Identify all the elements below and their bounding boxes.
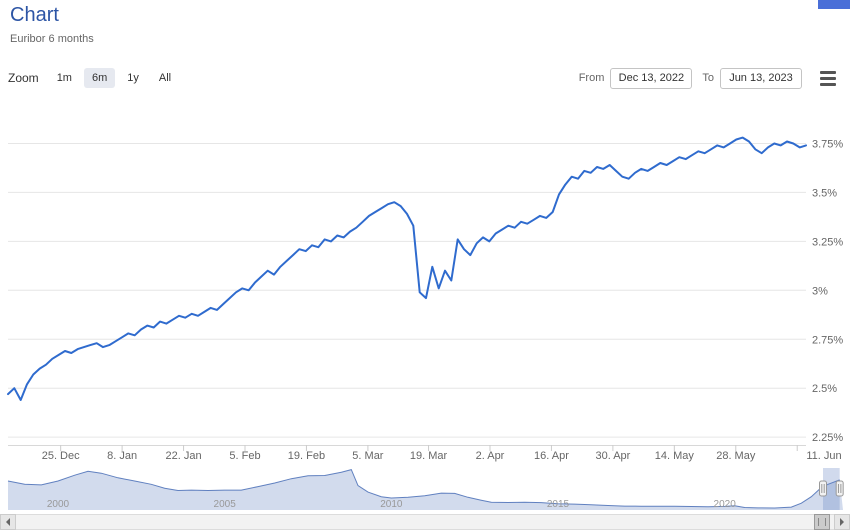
svg-text:3%: 3% [812,285,828,297]
chart-subtitle: Euribor 6 months [10,33,94,45]
svg-text:14. May: 14. May [655,450,695,462]
svg-text:2000: 2000 [47,499,70,510]
navigator-area-series [8,469,843,510]
navigator-year-labels: 2000 2005 2010 2015 2020 [47,499,736,510]
zoom-button-all[interactable]: All [151,68,179,88]
y-gridlines [8,142,806,438]
svg-text:2.5%: 2.5% [812,383,837,395]
svg-text:11. Jun: 11. Jun [806,450,841,462]
svg-text:5. Mar: 5. Mar [352,450,384,462]
arrow-right-icon [840,518,844,526]
navigator-right-handle[interactable] [835,480,844,497]
navigator-line [7,469,840,509]
zoom-button-1y[interactable]: 1y [119,68,147,88]
scrollbar-left-button[interactable] [0,514,16,530]
price-line-series [7,136,807,401]
arrow-left-icon [6,518,10,526]
scrollbar [0,514,850,530]
svg-text:28. May: 28. May [716,450,756,462]
scrollbar-track[interactable] [16,514,834,530]
hamburger-icon [820,76,836,80]
navigator-left-handle[interactable] [819,480,827,497]
svg-text:3.5%: 3.5% [812,187,837,199]
scrollbar-thumb[interactable] [814,514,830,530]
svg-text:25. Dec: 25. Dec [42,450,80,462]
svg-text:2. Apr: 2. Apr [476,450,505,462]
zoom-button-1m[interactable]: 1m [49,68,80,88]
svg-text:2.25%: 2.25% [812,432,843,444]
svg-text:22. Jan: 22. Jan [166,450,202,462]
hamburger-icon [820,82,836,86]
navigator[interactable] [7,468,844,510]
to-date-input[interactable] [720,67,802,89]
to-label: To [702,72,714,84]
hamburger-menu-button[interactable] [816,68,842,88]
svg-text:19. Mar: 19. Mar [410,450,448,462]
hamburger-icon [820,70,836,74]
page-title: Chart [10,4,59,26]
zoom-button-6m[interactable]: 6m [83,68,116,88]
svg-text:2005: 2005 [214,499,237,510]
page-header-fragment [818,0,850,9]
svg-text:8. Jan: 8. Jan [107,450,137,462]
svg-text:2015: 2015 [547,499,570,510]
from-date-input[interactable] [610,67,693,89]
svg-text:2010: 2010 [380,499,403,510]
svg-text:5. Feb: 5. Feb [229,450,260,462]
svg-text:2020: 2020 [714,499,737,510]
svg-text:2.75%: 2.75% [812,334,843,346]
svg-text:30. Apr: 30. Apr [595,450,630,462]
x-axis: 25. Dec 8. Jan 22. Jan 5. Feb 19. Feb 5. Mar 1… [8,445,842,462]
svg-text:3.25%: 3.25% [812,236,843,248]
zoom-label: Zoom [8,71,39,85]
navigator-selection[interactable] [823,468,840,510]
y-axis-labels: 2.25% 2.5% 2.75% 3% 3.25% 3.5% 3.75% [812,138,843,444]
scrollbar-right-button[interactable] [834,514,850,530]
zoom-button-group: 1m 6m 1y All [49,68,179,88]
svg-text:16. Apr: 16. Apr [534,450,569,462]
scrollbar-grip-icon [818,518,826,526]
chart-header: Chart Euribor 6 months [10,4,94,45]
from-label: From [578,72,605,84]
svg-text:19. Feb: 19. Feb [288,450,325,462]
svg-text:3.75%: 3.75% [812,138,843,150]
